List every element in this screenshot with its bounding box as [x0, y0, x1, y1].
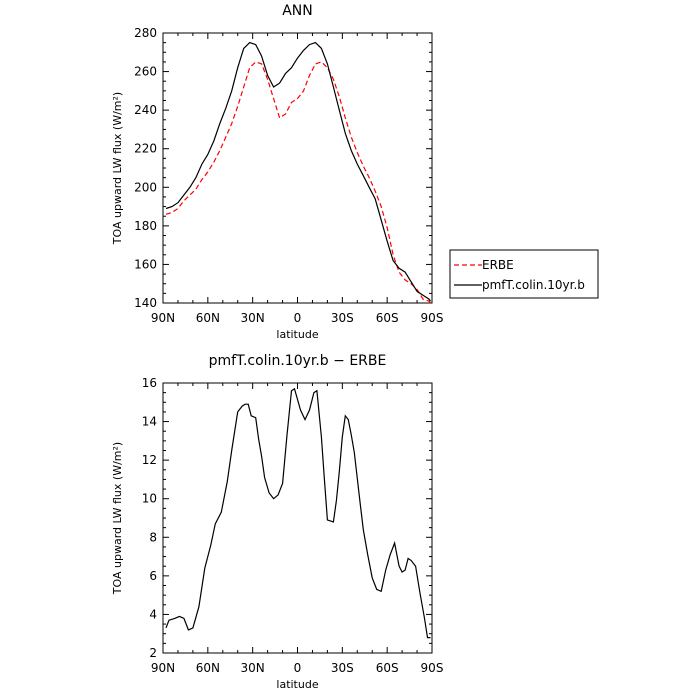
y-tick-label: 6: [149, 569, 157, 583]
x-axis-label: latitude: [276, 328, 318, 341]
series-line-1: [165, 387, 431, 639]
x-tick-label: 60S: [376, 661, 399, 675]
x-tick-label: 30S: [331, 311, 354, 325]
x-tick-label: 30S: [331, 661, 354, 675]
x-tick-label: 0: [294, 311, 302, 325]
x-tick-label: 60N: [196, 311, 220, 325]
x-tick-label: 30N: [241, 311, 265, 325]
y-tick-label: 240: [134, 103, 157, 117]
y-tick-label: 220: [134, 142, 157, 156]
y-tick-label: 160: [134, 257, 157, 271]
y-tick-label: 280: [134, 26, 157, 40]
y-tick-label: 12: [142, 453, 157, 467]
legend-box: [449, 249, 599, 299]
legend-label: ERBE: [482, 258, 514, 272]
x-tick-label: 90S: [421, 661, 444, 675]
y-tick-label: 4: [149, 607, 157, 621]
x-tick-label: 60N: [196, 661, 220, 675]
y-tick-label: 10: [142, 492, 157, 506]
series-line-2: [165, 41, 431, 302]
y-tick-label: 140: [134, 296, 157, 310]
y-tick-label: 260: [134, 65, 157, 79]
x-tick-label: 90N: [151, 311, 175, 325]
chart-title: pmfT.colin.10yr.b − ERBE: [209, 353, 387, 369]
legend-label: pmfT.colin.10yr.b: [482, 278, 585, 292]
y-tick-label: 2: [149, 646, 157, 660]
chart-title: ANN: [282, 3, 313, 19]
y-tick-label: 8: [149, 530, 157, 544]
x-tick-label: 30N: [241, 661, 265, 675]
y-tick-label: 180: [134, 219, 157, 233]
x-axis-label: latitude: [276, 678, 318, 691]
top-panel-annual-flux: 140 160 180 200 220 240 260 280 90N 60N 30N 0 30S 60S…: [111, 3, 443, 341]
legend: ERBE pmfT.colin.10yr.b: [449, 249, 599, 299]
x-tick-label: 90N: [151, 661, 175, 675]
y-tick-label: 14: [142, 415, 157, 429]
x-tick-label: 60S: [376, 311, 399, 325]
x-tick-label: 0: [294, 661, 302, 675]
y-axis-label: TOA upward LW flux (W/m²): [111, 442, 124, 595]
y-axis-label: TOA upward LW flux (W/m²): [111, 92, 124, 245]
bottom-panel-difference: 2 4 6 8 10 12 14 16 90N 60N 30N 0 30S 60S 90S pmfT.coli…: [111, 353, 443, 691]
y-tick-label: 16: [142, 376, 157, 390]
x-tick-label: 90S: [421, 311, 444, 325]
series-line-1: [165, 61, 431, 304]
y-tick-label: 200: [134, 180, 157, 194]
